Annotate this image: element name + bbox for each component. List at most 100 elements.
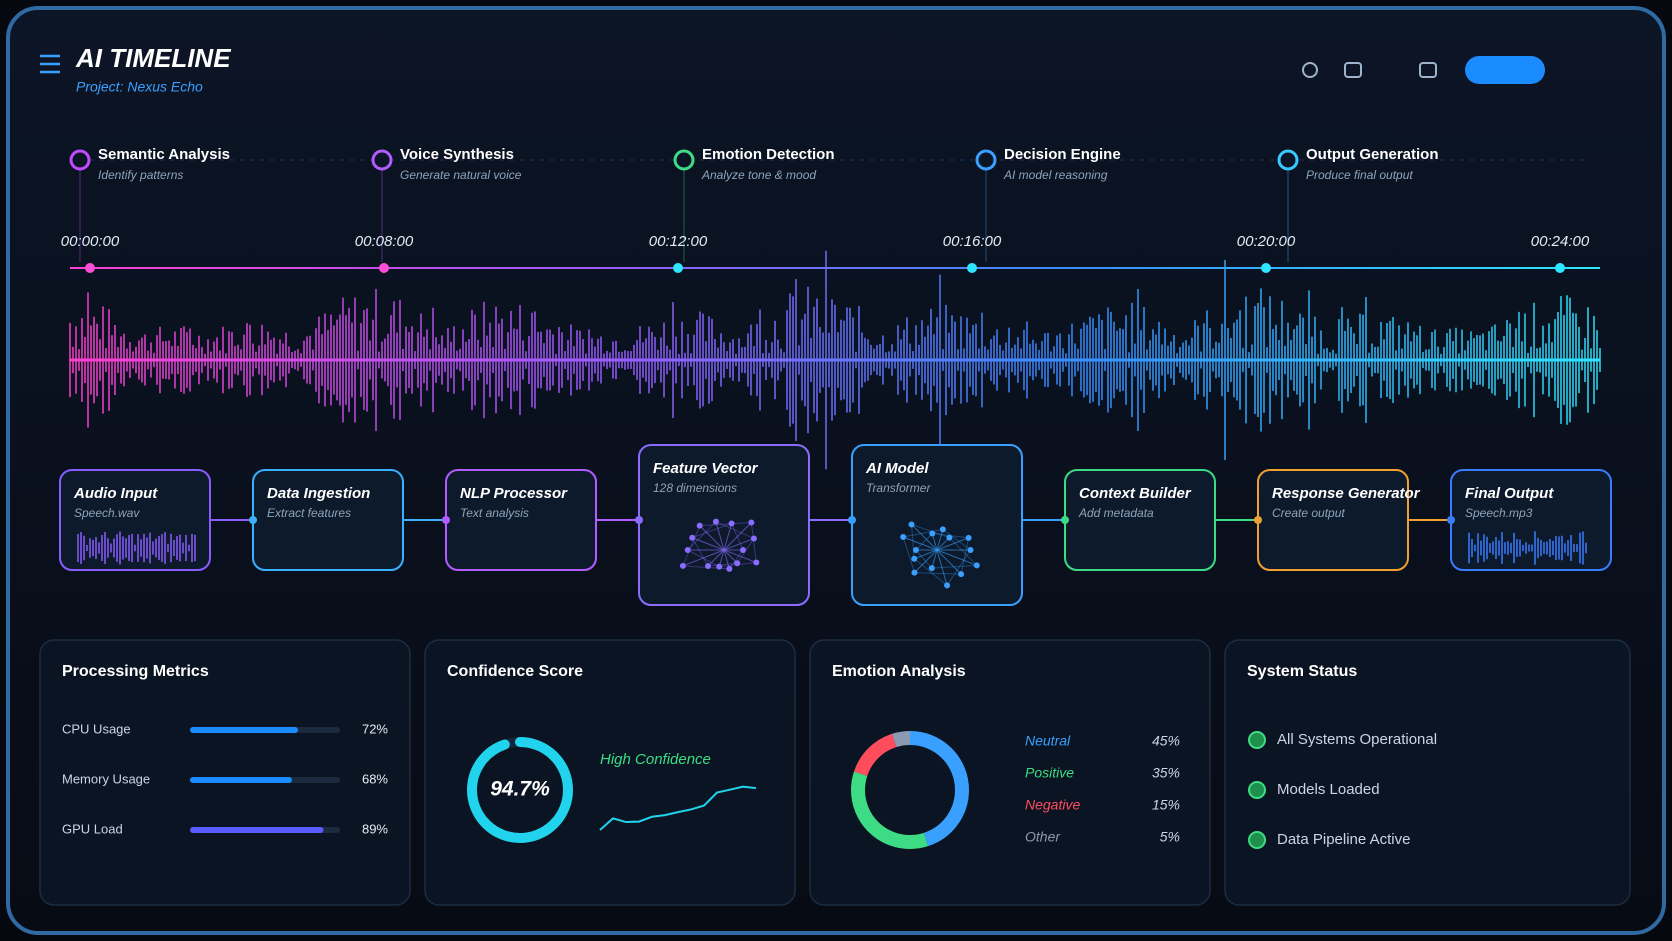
connector-dot xyxy=(442,516,450,524)
network-edge xyxy=(723,549,757,563)
card-title: Processing Metrics xyxy=(62,663,209,680)
network-edge xyxy=(902,536,915,573)
network-edge xyxy=(946,549,971,586)
node-title: Feature Vector xyxy=(653,460,759,477)
network-node xyxy=(908,521,915,528)
node-title: Context Builder xyxy=(1079,485,1192,502)
emotion-value: 5% xyxy=(1160,829,1180,845)
confidence-value: 94.7% xyxy=(490,778,550,801)
network-node xyxy=(740,547,747,553)
menu-icon[interactable] xyxy=(40,54,60,74)
node-subtitle: Speech.wav xyxy=(74,506,140,520)
node-subtitle: 128 dimensions xyxy=(653,481,737,495)
pipeline-node[interactable]: Data Ingestion Extract features xyxy=(252,469,404,571)
network-edge xyxy=(736,538,755,564)
timeline-dot xyxy=(967,263,977,273)
connector-dot xyxy=(249,516,257,524)
card-title: Emotion Analysis xyxy=(832,663,966,680)
node-title: Final Output xyxy=(1465,485,1554,502)
app-title: AI TIMELINE xyxy=(75,43,231,73)
network-edge xyxy=(913,558,948,586)
mini-waveform xyxy=(77,531,196,565)
stage-title: Voice Synthesis xyxy=(400,146,514,163)
network-node xyxy=(728,520,735,527)
network-node xyxy=(911,569,918,576)
network-node xyxy=(939,526,946,533)
status-text: Models Loaded xyxy=(1277,781,1380,798)
emotion-label: Other xyxy=(1025,829,1061,845)
network-node xyxy=(748,519,755,526)
network-node xyxy=(944,582,951,589)
metric-label: Memory Usage xyxy=(62,771,150,786)
card xyxy=(39,639,411,906)
network-edge xyxy=(936,549,948,586)
metric-value: 72% xyxy=(362,721,388,736)
connector-dot xyxy=(1447,516,1455,524)
timeline-dot xyxy=(85,263,95,273)
network-edge xyxy=(915,533,933,551)
network-edge xyxy=(931,549,938,569)
stage-subtitle: Generate natural voice xyxy=(400,168,522,182)
stage-icon xyxy=(673,149,695,171)
timeline-tick: 00:08:00 xyxy=(355,233,414,250)
emotion-segment xyxy=(851,731,969,849)
network-node xyxy=(716,563,723,570)
pipeline-node[interactable]: Context Builder Add metadata xyxy=(1064,469,1216,571)
network-edge xyxy=(691,537,709,567)
network-node xyxy=(679,562,686,569)
network-edge xyxy=(708,562,738,567)
node-title: Data Ingestion xyxy=(267,485,370,502)
stage-subtitle: Identify patterns xyxy=(98,168,183,182)
network-edge xyxy=(914,549,938,573)
node-subtitle: Transformer xyxy=(866,481,931,495)
network-edge xyxy=(942,529,971,551)
stage-title: Emotion Detection xyxy=(702,146,835,163)
node-title: Audio Input xyxy=(73,485,158,502)
emotion-segment xyxy=(851,731,969,849)
network-edge xyxy=(936,537,969,551)
emotion-value: 35% xyxy=(1152,765,1180,781)
network-edge xyxy=(949,537,978,566)
status-text: Data Pipeline Active xyxy=(1277,831,1410,848)
network-node xyxy=(973,562,980,569)
top-button[interactable] xyxy=(1465,56,1545,84)
pipeline-node[interactable]: Final Output Speech.mp3 xyxy=(1450,469,1612,571)
network-edge xyxy=(960,537,970,575)
top-icons[interactable] xyxy=(1302,62,1437,78)
network-edge xyxy=(723,522,752,551)
network-node xyxy=(750,535,757,542)
network-edge xyxy=(687,521,717,551)
pipeline-node[interactable]: Feature Vector 128 dimensions xyxy=(638,444,810,606)
status-dot xyxy=(1248,831,1266,849)
metric-value: 68% xyxy=(362,771,388,786)
network-edge xyxy=(915,549,933,569)
network-node xyxy=(689,534,696,541)
network-node xyxy=(712,518,719,525)
connector-dot xyxy=(1254,516,1262,524)
network-edge xyxy=(682,525,701,567)
node-title: Response Generator xyxy=(1272,485,1421,502)
pipeline-node[interactable]: AI Model Transformer xyxy=(851,444,1023,606)
network-edge xyxy=(692,522,732,539)
stage-subtitle: Analyze tone & mood xyxy=(701,168,816,182)
node-title: NLP Processor xyxy=(460,485,568,502)
pipeline-node[interactable]: Audio Input Speech.wav xyxy=(59,469,211,571)
sparkline xyxy=(599,785,757,831)
network-edge xyxy=(936,549,977,566)
timeline-tick: 00:24:00 xyxy=(1531,233,1590,250)
network-node xyxy=(753,559,760,566)
connector-dot xyxy=(635,516,643,524)
connector-dot xyxy=(1061,516,1069,524)
pipeline-node[interactable]: NLP Processor Text analysis xyxy=(445,469,597,571)
network-node xyxy=(967,547,974,553)
mini-waveform xyxy=(1468,531,1587,565)
network-node xyxy=(946,534,953,541)
metric-value: 89% xyxy=(362,821,388,836)
timeline-tick: 00:20:00 xyxy=(1237,233,1296,250)
network-node xyxy=(958,571,965,578)
timeline-dot xyxy=(379,263,389,273)
pipeline-node[interactable]: Response Generator Create output xyxy=(1257,469,1421,571)
metric-bar xyxy=(190,827,324,833)
card-title: System Status xyxy=(1247,663,1357,680)
